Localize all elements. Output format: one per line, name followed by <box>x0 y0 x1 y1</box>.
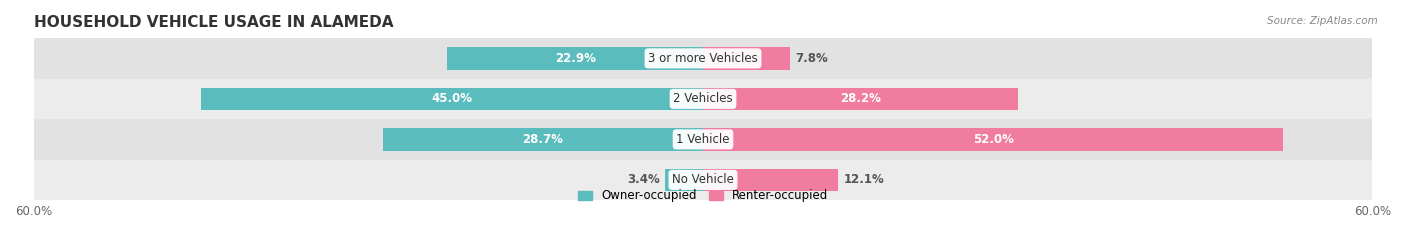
Text: 45.0%: 45.0% <box>432 92 472 105</box>
Bar <box>34 38 1372 79</box>
Bar <box>201 88 703 110</box>
Text: 3.4%: 3.4% <box>627 173 659 186</box>
Bar <box>703 128 1284 151</box>
Text: HOUSEHOLD VEHICLE USAGE IN ALAMEDA: HOUSEHOLD VEHICLE USAGE IN ALAMEDA <box>34 15 394 30</box>
Bar <box>34 119 1372 160</box>
Bar <box>665 169 703 191</box>
Bar <box>703 169 838 191</box>
Text: 12.1%: 12.1% <box>844 173 884 186</box>
Text: 52.0%: 52.0% <box>973 133 1014 146</box>
Bar <box>703 88 1018 110</box>
Text: No Vehicle: No Vehicle <box>672 173 734 186</box>
Text: 28.2%: 28.2% <box>839 92 880 105</box>
Bar <box>703 47 790 69</box>
Text: 3 or more Vehicles: 3 or more Vehicles <box>648 52 758 65</box>
Bar <box>34 160 1372 200</box>
Legend: Owner-occupied, Renter-occupied: Owner-occupied, Renter-occupied <box>572 185 834 207</box>
Text: 2 Vehicles: 2 Vehicles <box>673 92 733 105</box>
Text: 7.8%: 7.8% <box>796 52 828 65</box>
Bar <box>34 79 1372 119</box>
Text: Source: ZipAtlas.com: Source: ZipAtlas.com <box>1267 16 1378 26</box>
Text: 22.9%: 22.9% <box>555 52 596 65</box>
Bar <box>382 128 703 151</box>
Text: 1 Vehicle: 1 Vehicle <box>676 133 730 146</box>
Text: 28.7%: 28.7% <box>523 133 564 146</box>
Bar <box>447 47 703 69</box>
